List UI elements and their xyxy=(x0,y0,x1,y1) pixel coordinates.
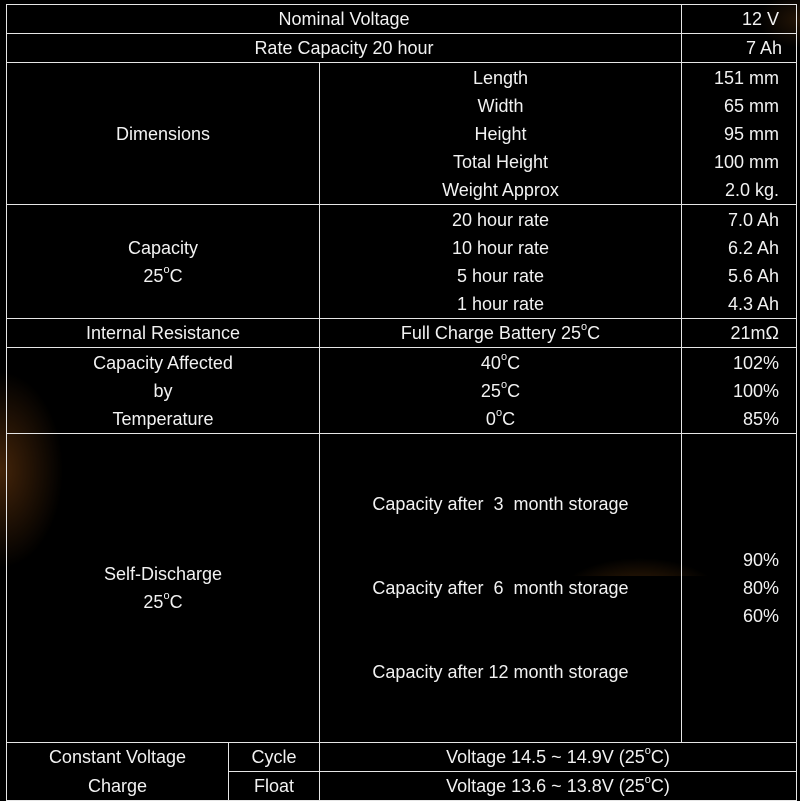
temperature-label: Capacity Affected by Temperature xyxy=(6,347,320,434)
temperature-points: 40oC 25oC 0oC xyxy=(319,347,682,434)
capacity-rate: 1 hour rate xyxy=(456,293,545,314)
temperature-value: 102% xyxy=(732,352,779,373)
capacity-rate: 10 hour rate xyxy=(451,237,550,258)
charge-label-top: Constant Voltage xyxy=(6,742,229,772)
temperature-label-line: Capacity Affected xyxy=(93,352,233,373)
self-discharge-value: 90% xyxy=(742,550,779,570)
charge-cycle-voltage: Voltage 14.5 ~ 14.9V (25oC) xyxy=(319,742,797,772)
dimension-value: 100 mm xyxy=(713,151,779,172)
capacity-row: Capacity 25oC 20 hour rate 10 hour rate … xyxy=(6,204,797,319)
capacity-value: 7.0 Ah xyxy=(727,209,779,230)
temperature-label-line: by xyxy=(153,380,173,401)
battery-spec-table: Nominal Voltage 12 V Rate Capacity 20 ho… xyxy=(6,4,797,801)
self-discharge-label: Self-Discharge 25oC xyxy=(6,433,320,743)
charge-float-voltage: Voltage 13.6 ~ 13.8V (25oC) xyxy=(319,771,797,801)
self-discharge-periods: Capacity after 3 month storage Capacity … xyxy=(319,433,682,743)
dimensions-values: 151 mm 65 mm 95 mm 100 mm 2.0 kg. xyxy=(681,62,797,205)
capacity-value: 6.2 Ah xyxy=(727,237,779,258)
dimension-name: Weight Approx xyxy=(442,179,559,200)
internal-resistance-row: Internal Resistance Full Charge Battery … xyxy=(6,318,797,348)
rate-capacity-value: 7 Ah xyxy=(681,33,797,63)
self-discharge-temp: 25oC xyxy=(143,590,183,613)
rate-capacity-row: Rate Capacity 20 hour 7 Ah xyxy=(6,33,797,63)
capacity-value: 4.3 Ah xyxy=(727,293,779,314)
dimensions-label: Dimensions xyxy=(6,62,320,205)
self-discharge-row: Self-Discharge 25oC Capacity after 3 mon… xyxy=(6,433,797,743)
self-discharge-value: 60% xyxy=(742,606,779,626)
self-discharge-values: 90% 80% 60% xyxy=(681,433,797,743)
temperature-row: Capacity Affected by Temperature 40oC 25… xyxy=(6,347,797,434)
dimension-value: 151 mm xyxy=(713,67,779,88)
capacity-values: 7.0 Ah 6.2 Ah 5.6 Ah 4.3 Ah xyxy=(681,204,797,319)
storage-period: Capacity after 12 month storage xyxy=(372,662,629,682)
dimension-value: 2.0 kg. xyxy=(724,179,779,200)
capacity-rate: 5 hour rate xyxy=(456,265,545,286)
self-discharge-label-line: Self-Discharge xyxy=(103,564,223,584)
self-discharge-value: 80% xyxy=(742,578,779,598)
nominal-voltage-label: Nominal Voltage xyxy=(6,4,682,34)
storage-period: Capacity after 3 month storage xyxy=(372,494,629,514)
dimensions-row: Dimensions Length Width Height Total Hei… xyxy=(6,62,797,205)
charge-float-row: Charge Float Voltage 13.6 ~ 13.8V (25oC) xyxy=(6,771,797,801)
dimension-name: Total Height xyxy=(452,151,549,172)
capacity-label-line: Capacity xyxy=(127,237,199,258)
capacity-rate: 20 hour rate xyxy=(451,209,550,230)
temperature-point: 25oC xyxy=(480,378,521,401)
rate-capacity-label: Rate Capacity 20 hour xyxy=(6,33,682,63)
dimension-name: Width xyxy=(477,95,524,116)
capacity-value: 5.6 Ah xyxy=(727,265,779,286)
temperature-value: 85% xyxy=(742,408,779,429)
temperature-label-line: Temperature xyxy=(112,408,214,429)
capacity-temp: 25oC xyxy=(143,263,183,286)
temperature-point: 40oC xyxy=(480,350,521,373)
charge-mode-float: Float xyxy=(228,771,320,801)
internal-resistance-label: Internal Resistance xyxy=(6,318,320,348)
internal-resistance-value: 21mΩ xyxy=(681,318,797,348)
charge-cycle-row: Constant Voltage Cycle Voltage 14.5 ~ 14… xyxy=(6,742,797,772)
storage-period: Capacity after 6 month storage xyxy=(372,578,629,598)
dimension-value: 65 mm xyxy=(723,95,779,116)
capacity-rates: 20 hour rate 10 hour rate 5 hour rate 1 … xyxy=(319,204,682,319)
temperature-value: 100% xyxy=(732,380,779,401)
dimensions-names: Length Width Height Total Height Weight … xyxy=(319,62,682,205)
nominal-voltage-row: Nominal Voltage 12 V xyxy=(6,4,797,34)
dimension-name: Height xyxy=(474,123,527,144)
dimension-value: 95 mm xyxy=(723,123,779,144)
dimension-name: Length xyxy=(472,67,529,88)
temperature-values: 102% 100% 85% xyxy=(681,347,797,434)
charge-label-bottom: Charge xyxy=(6,771,229,801)
nominal-voltage-value: 12 V xyxy=(681,4,797,34)
temperature-point: 0oC xyxy=(485,406,516,429)
capacity-label: Capacity 25oC xyxy=(6,204,320,319)
internal-resistance-condition: Full Charge Battery 25oC xyxy=(319,318,682,348)
charge-mode-cycle: Cycle xyxy=(228,742,320,772)
